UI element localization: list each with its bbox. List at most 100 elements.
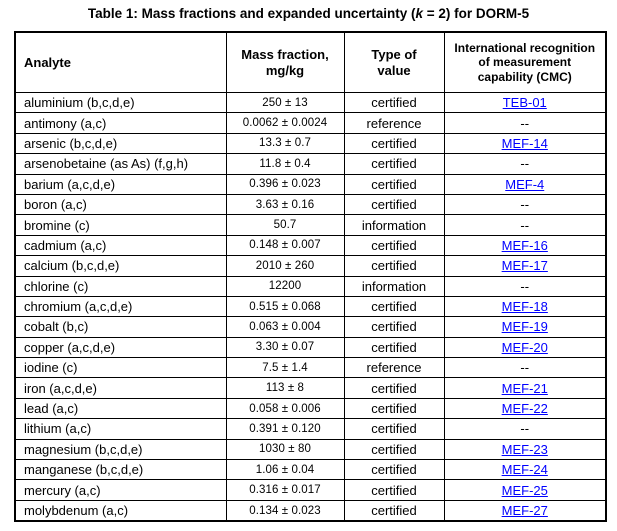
type-of-value-cell: certified: [343, 336, 445, 359]
analyte-cell: manganese (b,c,d,e): [14, 459, 227, 481]
mass-fraction-cell: 0.316 ± 0.017: [225, 479, 345, 501]
header-cmc: International recognition of measurement…: [443, 31, 607, 93]
cmc-link[interactable]: MEF-17: [501, 258, 548, 274]
mass-fraction-cell: 12200: [225, 275, 345, 297]
mass-fraction-cell: 3.30 ± 0.07: [225, 336, 345, 359]
table-title: Table 1: Mass fractions and expanded unc…: [0, 0, 617, 22]
mass-fractions-table: Analyte Mass fraction, mg/kg Type of val…: [14, 31, 607, 523]
cmc-link[interactable]: MEF-27: [501, 503, 548, 518]
cmc-cell: MEF-27: [443, 499, 607, 522]
analyte-cell: arsenic (b,c,d,e): [14, 132, 227, 155]
mass-fraction-cell: 11.8 ± 0.4: [225, 153, 345, 175]
cmc-link[interactable]: MEF-24: [501, 462, 548, 478]
table-row: antimony (a,c) 0.0062 ± 0.0024 reference…: [14, 112, 607, 134]
table-row: manganese (b,c,d,e) 1.06 ± 0.04 certifie…: [14, 459, 607, 481]
cmc-cell: MEF-19: [443, 316, 607, 338]
mass-fraction-cell: 1030 ± 80: [225, 438, 345, 461]
cmc-cell: --: [443, 214, 607, 236]
mass-fraction-cell: 13.3 ± 0.7: [225, 132, 345, 155]
mass-fraction-cell: 3.63 ± 0.16: [225, 193, 345, 216]
analyte-cell: iodine (c): [14, 357, 227, 379]
cmc-link[interactable]: MEF-25: [501, 482, 548, 498]
mass-fraction-cell: 0.391 ± 0.120: [225, 418, 345, 440]
type-of-value-cell: certified: [343, 459, 445, 481]
type-of-value-cell: certified: [343, 153, 445, 175]
header-analyte: Analyte: [14, 31, 227, 93]
cmc-cell: MEF-18: [443, 295, 607, 318]
analyte-cell: calcium (b,c,d,e): [14, 255, 227, 277]
mass-fraction-cell: 1.06 ± 0.04: [225, 459, 345, 481]
table-body: aluminium (b,c,d,e) 250 ± 13 certified T…: [14, 91, 607, 522]
table-row: aluminium (b,c,d,e) 250 ± 13 certified T…: [14, 91, 607, 114]
cmc-cell: --: [443, 112, 607, 134]
table-row: magnesium (b,c,d,e) 1030 ± 80 certified …: [14, 438, 607, 461]
table-row: cadmium (a,c) 0.148 ± 0.007 certified ME…: [14, 234, 607, 257]
cmc-cell: MEF-23: [443, 438, 607, 461]
type-of-value-cell: certified: [343, 255, 445, 277]
analyte-cell: arsenobetaine (as As) (f,g,h): [14, 153, 227, 175]
cmc-cell: MEF-22: [443, 397, 607, 420]
cmc-link[interactable]: TEB-01: [502, 95, 547, 111]
mass-fraction-cell: 7.5 ± 1.4: [225, 357, 345, 379]
table-row: boron (a,c) 3.63 ± 0.16 certified --: [14, 193, 607, 216]
table-title-suffix: = 2) for DORM-5: [422, 6, 530, 21]
table-row: iodine (c) 7.5 ± 1.4 reference --: [14, 357, 607, 379]
header-type-of-value: Type of value: [343, 31, 445, 93]
table-row: arsenic (b,c,d,e) 13.3 ± 0.7 certified M…: [14, 132, 607, 155]
analyte-cell: aluminium (b,c,d,e): [14, 91, 227, 114]
table-row: iron (a,c,d,e) 113 ± 8 certified MEF-21: [14, 377, 607, 399]
cmc-cell: MEF-17: [443, 255, 607, 277]
type-of-value-cell: certified: [343, 193, 445, 216]
mass-fraction-cell: 0.063 ± 0.004: [225, 316, 345, 338]
table-row: chromium (a,c,d,e) 0.515 ± 0.068 certifi…: [14, 295, 607, 318]
mass-fraction-cell: 113 ± 8: [225, 377, 345, 399]
type-of-value-cell: certified: [343, 316, 445, 338]
cmc-cell: --: [443, 418, 607, 440]
type-of-value-cell: certified: [343, 499, 445, 522]
type-of-value-cell: information: [343, 214, 445, 236]
table-title-italic-k: k: [415, 6, 423, 21]
table-title-prefix: Table 1: Mass fractions and expanded unc…: [87, 6, 416, 21]
analyte-cell: chlorine (c): [14, 275, 227, 297]
analyte-cell: molybdenum (a,c): [14, 499, 227, 522]
table-row: copper (a,c,d,e) 3.30 ± 0.07 certified M…: [14, 336, 607, 359]
type-of-value-cell: certified: [343, 173, 445, 195]
type-of-value-cell: reference: [343, 357, 445, 379]
table-row: lead (a,c) 0.058 ± 0.006 certified MEF-2…: [14, 397, 607, 420]
cmc-link[interactable]: MEF-14: [501, 135, 548, 151]
mass-fraction-cell: 0.0062 ± 0.0024: [225, 112, 345, 134]
mass-fraction-cell: 50.7: [225, 214, 345, 236]
cmc-link[interactable]: MEF-21: [501, 380, 548, 396]
cmc-cell: --: [443, 153, 607, 175]
cmc-link[interactable]: MEF-22: [501, 401, 548, 417]
cmc-cell: MEF-20: [443, 336, 607, 359]
type-of-value-cell: certified: [343, 479, 445, 501]
analyte-cell: boron (a,c): [14, 193, 227, 216]
mass-fraction-cell: 0.058 ± 0.006: [225, 397, 345, 420]
cmc-cell: MEF-16: [443, 234, 607, 257]
analyte-cell: bromine (c): [14, 214, 227, 236]
type-of-value-cell: certified: [343, 132, 445, 155]
cmc-cell: MEF-4: [443, 173, 607, 195]
cmc-cell: --: [443, 275, 607, 297]
cmc-link[interactable]: MEF-4: [505, 176, 545, 192]
table-row: molybdenum (a,c) 0.134 ± 0.023 certified…: [14, 499, 607, 522]
cmc-link[interactable]: MEF-16: [501, 237, 548, 253]
mass-fraction-cell: 0.515 ± 0.068: [225, 295, 345, 318]
cmc-cell: TEB-01: [443, 91, 607, 114]
cmc-link[interactable]: MEF-20: [501, 339, 548, 355]
mass-fraction-cell: 0.396 ± 0.023: [225, 173, 345, 195]
analyte-cell: copper (a,c,d,e): [14, 336, 227, 359]
analyte-cell: antimony (a,c): [14, 112, 227, 134]
header-mass-fraction: Mass fraction, mg/kg: [225, 31, 345, 93]
cmc-link[interactable]: MEF-18: [501, 299, 548, 315]
table-row: bromine (c) 50.7 information --: [14, 214, 607, 236]
cmc-link[interactable]: MEF-23: [501, 441, 548, 457]
cmc-cell: MEF-14: [443, 132, 607, 155]
table-row: mercury (a,c) 0.316 ± 0.017 certified ME…: [14, 479, 607, 501]
cmc-cell: MEF-25: [443, 479, 607, 501]
table-row: arsenobetaine (as As) (f,g,h) 11.8 ± 0.4…: [14, 153, 607, 175]
cmc-link[interactable]: MEF-19: [501, 319, 548, 335]
mass-fraction-cell: 250 ± 13: [225, 91, 345, 114]
type-of-value-cell: certified: [343, 438, 445, 461]
